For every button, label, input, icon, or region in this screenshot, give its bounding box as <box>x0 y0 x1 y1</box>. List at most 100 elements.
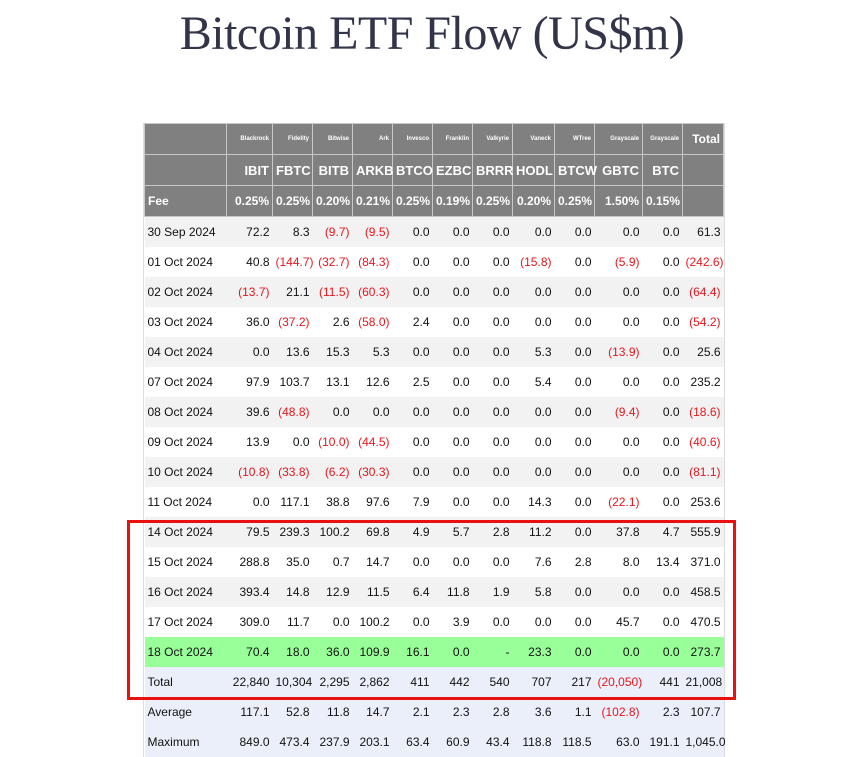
flow-cell: 0.0 <box>473 547 513 577</box>
flow-cell: 0.0 <box>513 397 555 427</box>
summary-cell: 540 <box>473 667 513 697</box>
flow-cell: 0.0 <box>473 247 513 277</box>
flow-cell: 239.3 <box>273 517 313 547</box>
flow-cell: 393.4 <box>227 577 273 607</box>
summary-cell: 411 <box>393 667 433 697</box>
date-cell: 15 Oct 2024 <box>145 547 227 577</box>
total-header-blank <box>683 155 724 186</box>
flow-cell: 0.0 <box>313 607 353 637</box>
header-corner-cell <box>145 124 227 155</box>
flow-cell: 0.0 <box>595 367 643 397</box>
date-cell: 18 Oct 2024 <box>145 637 227 667</box>
issuer-header: Ark <box>353 124 393 155</box>
date-cell: 16 Oct 2024 <box>145 577 227 607</box>
fee-cell: 0.19% <box>433 186 473 217</box>
flow-cell: 0.0 <box>227 337 273 367</box>
flow-cell: (144.7) <box>273 247 313 277</box>
ticker-header: BRRR <box>473 155 513 186</box>
flow-cell: 0.0 <box>555 307 595 337</box>
ticker-header: FBTC <box>273 155 313 186</box>
flow-cell: 0.0 <box>433 637 473 667</box>
issuer-header: WTree <box>555 124 595 155</box>
flow-cell: 0.0 <box>433 427 473 457</box>
flow-cell: 0.0 <box>595 307 643 337</box>
issuer-header: Bitwise <box>313 124 353 155</box>
row-total-cell: 458.5 <box>683 577 724 607</box>
flow-cell: (9.5) <box>353 217 393 248</box>
flow-cell: 0.0 <box>555 427 595 457</box>
ticker-header: GBTC <box>595 155 643 186</box>
summary-cell: 118.5 <box>555 727 595 757</box>
total-fee-blank <box>683 186 724 217</box>
flow-cell: 0.0 <box>555 457 595 487</box>
flow-cell: 0.0 <box>595 637 643 667</box>
summary-cell: 10,304 <box>273 667 313 697</box>
summary-cell: 237.9 <box>313 727 353 757</box>
flow-cell: 0.0 <box>555 517 595 547</box>
date-cell: 10 Oct 2024 <box>145 457 227 487</box>
issuer-header: Franklin <box>433 124 473 155</box>
flow-cell: 12.6 <box>353 367 393 397</box>
flow-cell: 0.0 <box>595 277 643 307</box>
summary-cell: 441 <box>643 667 683 697</box>
flow-cell: 2.8 <box>473 517 513 547</box>
flow-cell: 0.0 <box>643 367 683 397</box>
issuer-header: Invesco <box>393 124 433 155</box>
date-cell: 08 Oct 2024 <box>145 397 227 427</box>
flow-cell: (84.3) <box>353 247 393 277</box>
flow-cell: 0.0 <box>433 217 473 248</box>
row-total-cell: 25.6 <box>683 337 724 367</box>
flow-cell: 14.8 <box>273 577 313 607</box>
flow-cell: 70.4 <box>227 637 273 667</box>
summary-cell: 3.6 <box>513 697 555 727</box>
flow-cell: 97.6 <box>353 487 393 517</box>
flow-cell: 0.0 <box>513 217 555 248</box>
summary-cell: 60.9 <box>433 727 473 757</box>
flow-cell: 0.0 <box>555 337 595 367</box>
summary-cell: 63.4 <box>393 727 433 757</box>
flow-cell: 0.0 <box>273 427 313 457</box>
row-total-cell: 253.6 <box>683 487 724 517</box>
flow-cell: 4.9 <box>393 517 433 547</box>
flow-cell: 0.0 <box>473 457 513 487</box>
row-total-cell: (40.6) <box>683 427 724 457</box>
summary-cell: (20,050) <box>595 667 643 697</box>
row-total-cell: 61.3 <box>683 217 724 248</box>
flow-cell: (9.4) <box>595 397 643 427</box>
flow-cell: 16.1 <box>393 637 433 667</box>
ticker-header: EZBC <box>433 155 473 186</box>
flow-cell: 0.0 <box>513 427 555 457</box>
flow-cell: 0.0 <box>433 337 473 367</box>
issuer-header: Grayscale <box>643 124 683 155</box>
row-total-cell: (81.1) <box>683 457 724 487</box>
flow-cell: 35.0 <box>273 547 313 577</box>
flow-cell: 0.7 <box>313 547 353 577</box>
flow-cell: 0.0 <box>643 457 683 487</box>
flow-cell: (32.7) <box>313 247 353 277</box>
flow-cell: 0.0 <box>643 427 683 457</box>
flow-cell: (13.7) <box>227 277 273 307</box>
flow-cell: 0.0 <box>595 217 643 248</box>
flow-cell: 12.9 <box>313 577 353 607</box>
flow-cell: 39.6 <box>227 397 273 427</box>
flow-cell: 4.7 <box>643 517 683 547</box>
date-cell: 02 Oct 2024 <box>145 277 227 307</box>
flow-cell: (5.9) <box>595 247 643 277</box>
issuer-header: Valkyrie <box>473 124 513 155</box>
summary-cell: 442 <box>433 667 473 697</box>
flow-cell: 0.0 <box>393 247 433 277</box>
flow-cell: 0.0 <box>555 247 595 277</box>
flow-cell: 0.0 <box>555 217 595 248</box>
flow-cell: (60.3) <box>353 277 393 307</box>
flow-cell: 0.0 <box>433 397 473 427</box>
